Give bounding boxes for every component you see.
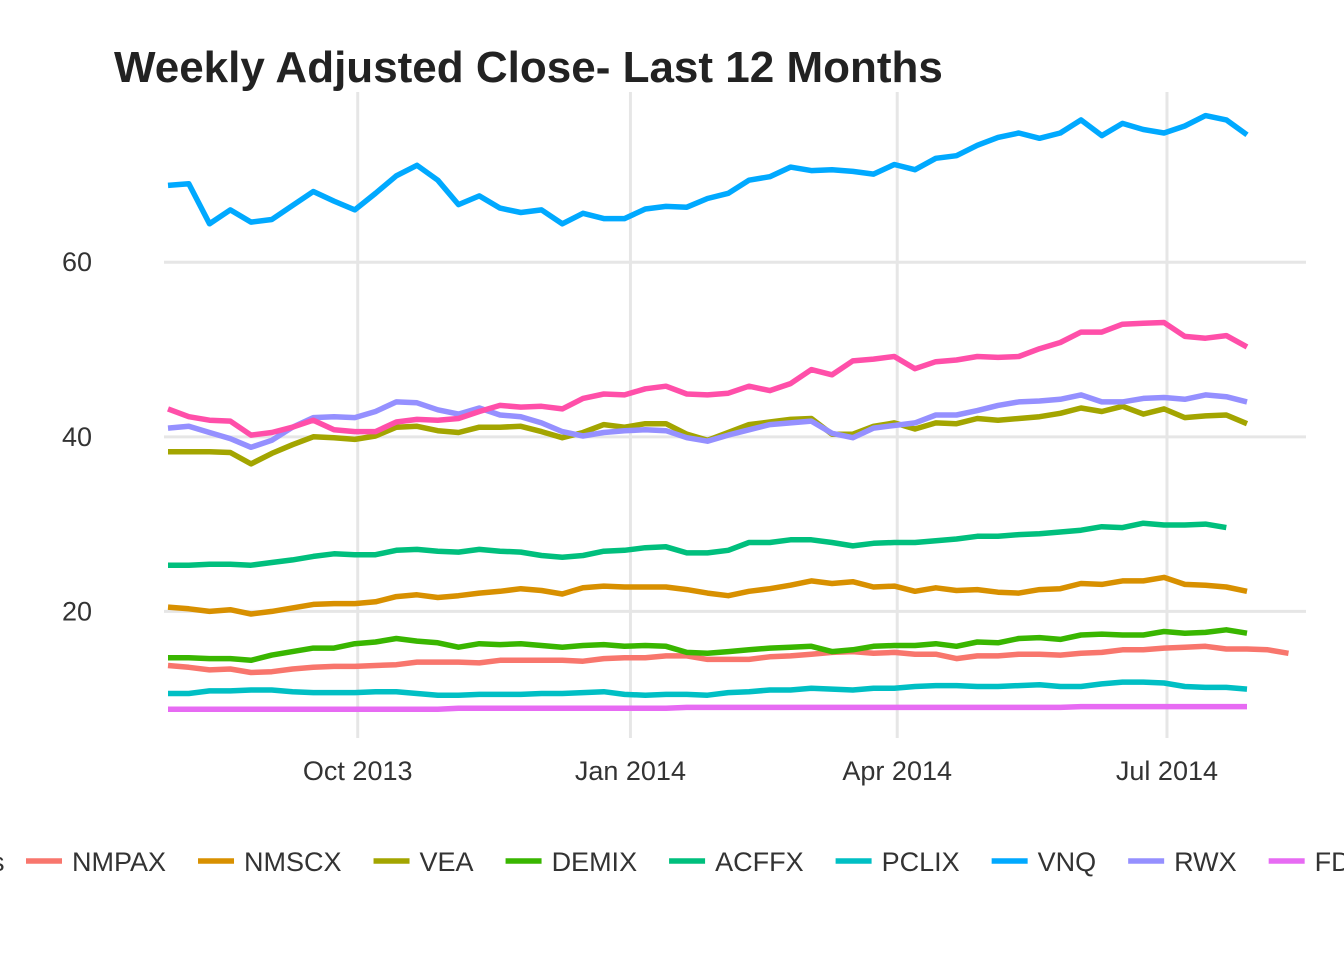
- legend-entry-label: ACFFX: [715, 847, 804, 877]
- legend-entry-label: RWX: [1174, 847, 1237, 877]
- x-tick-label: Apr 2014: [842, 756, 952, 786]
- legend: s NMPAX NMSCX VEA DEMIX ACFFX PCLIX VNQ RWX FDAA: [0, 847, 1344, 877]
- y-tick-label: 20: [62, 596, 92, 626]
- x-tick-label: Jan 2014: [575, 756, 686, 786]
- series-line: [168, 679, 1248, 698]
- legend-entry-label: VEA: [420, 847, 474, 877]
- y-tick-label: 60: [62, 247, 92, 277]
- series-line: [168, 703, 1247, 712]
- series-line: [167, 319, 1249, 438]
- x-tick-label: Oct 2013: [303, 756, 413, 786]
- series-line: [168, 627, 1248, 664]
- series-line: [167, 574, 1248, 617]
- y-tick-label: 40: [62, 422, 92, 452]
- chart-title: Weekly Adjusted Close- Last 12 Months: [114, 43, 943, 92]
- legend-entry-label: DEMIX: [552, 847, 638, 877]
- series-line: [167, 112, 1249, 227]
- axis-ticks: 20 40 60 Oct 2013 Jan 2014 Apr 2014 Jul 2014: [62, 247, 1218, 786]
- legend-entry-label: NMSCX: [244, 847, 342, 877]
- legend-entry-label: PCLIX: [882, 847, 960, 877]
- series-line: [168, 520, 1227, 568]
- series-line: [167, 643, 1289, 676]
- legend-entry-label: VNQ: [1038, 847, 1097, 877]
- legend-entry-label: FDAA: [1315, 847, 1344, 877]
- legend-entry-label: NMPAX: [72, 847, 166, 877]
- series-line: [167, 392, 1248, 451]
- series-lines: [167, 112, 1289, 712]
- x-tick-label: Jul 2014: [1116, 756, 1218, 786]
- legend-title: s: [0, 847, 5, 877]
